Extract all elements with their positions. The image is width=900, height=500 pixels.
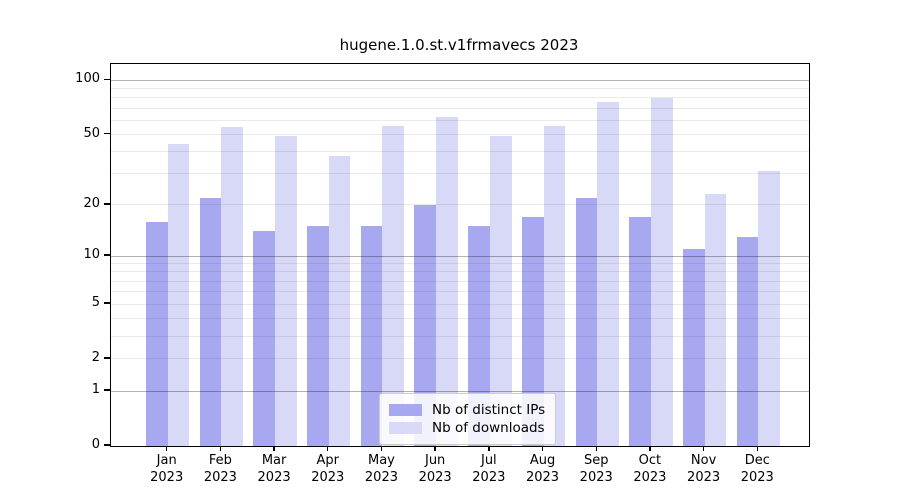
- x-tick-label-may-2023: May 2023: [364, 453, 398, 485]
- y-tick-10: [104, 254, 110, 256]
- bar-nb-of-distinct-ips-jul-2023: [468, 226, 490, 446]
- x-tick-label-oct-2023: Oct 2023: [633, 453, 667, 485]
- x-tick-feb-2023: [219, 446, 222, 451]
- bar-nb-of-downloads-feb-2023: [221, 127, 244, 446]
- y-tick-1: [104, 389, 110, 391]
- bar-nb-of-distinct-ips-nov-2023: [682, 249, 705, 446]
- bar-nb-of-downloads-jul-2023: [489, 136, 512, 446]
- y-tick-label-5: 5: [91, 295, 100, 311]
- y-tick-5: [104, 302, 110, 304]
- legend-swatch-nb-of-downloads: [389, 422, 422, 434]
- y-tick-label-1: 1: [91, 382, 100, 398]
- x-tick-jan-2023: [166, 446, 168, 451]
- x-tick-oct-2023: [649, 446, 651, 451]
- y-tick-label-2: 2: [91, 349, 100, 365]
- bar-nb-of-distinct-ips-aug-2023: [521, 217, 544, 446]
- x-tick-label-jul-2023: Jul 2023: [472, 453, 506, 485]
- bar-nb-of-downloads-may-2023: [382, 125, 405, 446]
- legend-label-nb-of-distinct-ips: Nb of distinct IPs: [432, 402, 546, 418]
- legend-item-nb-of-distinct-ips: Nb of distinct IPs: [389, 402, 545, 418]
- legend: Nb of distinct IPs Nb of downloads: [379, 393, 557, 445]
- bar-nb-of-downloads-oct-2023: [650, 97, 673, 446]
- y-tick-label-0: 0: [91, 437, 100, 452]
- plot-area: Nb of distinct IPs Nb of downloads: [110, 63, 810, 447]
- x-tick-label-dec-2023: Dec 2023: [740, 453, 774, 485]
- bar-nb-of-downloads-aug-2023: [543, 125, 566, 446]
- bar-nb-of-distinct-ips-sep-2023: [575, 197, 598, 446]
- y-tick-2: [104, 357, 110, 359]
- bar-nb-of-distinct-ips-mar-2023: [253, 231, 276, 446]
- bar-nb-of-downloads-nov-2023: [704, 194, 727, 446]
- x-tick-label-aug-2023: Aug 2023: [525, 453, 560, 485]
- x-tick-sep-2023: [595, 446, 597, 451]
- bar-nb-of-downloads-jan-2023: [167, 144, 190, 446]
- bar-nb-of-downloads-sep-2023: [597, 101, 619, 446]
- x-tick-label-jan-2023: Jan 2023: [150, 453, 184, 485]
- bar-nb-of-distinct-ips-may-2023: [360, 226, 383, 446]
- bar-nb-of-downloads-mar-2023: [275, 136, 297, 446]
- x-tick-apr-2023: [327, 446, 329, 451]
- x-tick-may-2023: [380, 446, 383, 451]
- bar-nb-of-downloads-jun-2023: [436, 116, 458, 446]
- legend-item-nb-of-downloads: Nb of downloads: [389, 420, 545, 436]
- bars-layer: [111, 64, 809, 446]
- y-tick-label-20: 20: [83, 195, 100, 211]
- bar-nb-of-distinct-ips-feb-2023: [199, 197, 222, 446]
- x-tick-mar-2023: [273, 446, 275, 451]
- bar-nb-of-distinct-ips-apr-2023: [307, 226, 329, 446]
- legend-label-nb-of-downloads: Nb of downloads: [432, 420, 545, 436]
- x-tick-label-jun-2023: Jun 2023: [418, 453, 452, 485]
- legend-swatch-nb-of-distinct-ips: [389, 404, 422, 416]
- y-tick-label-10: 10: [83, 247, 100, 263]
- x-tick-label-feb-2023: Feb 2023: [203, 453, 237, 485]
- y-tick-100: [104, 78, 110, 81]
- x-tick-dec-2023: [756, 446, 758, 451]
- bar-nb-of-distinct-ips-dec-2023: [736, 236, 759, 446]
- bar-nb-of-distinct-ips-oct-2023: [629, 217, 651, 446]
- y-tick-20: [104, 203, 110, 205]
- y-tick-label-100: 100: [75, 71, 100, 87]
- x-tick-label-apr-2023: Apr 2023: [311, 453, 345, 485]
- y-tick-0: [104, 444, 110, 446]
- x-tick-jun-2023: [434, 446, 436, 451]
- bar-nb-of-downloads-dec-2023: [758, 171, 780, 446]
- bar-nb-of-distinct-ips-jun-2023: [414, 204, 437, 446]
- y-tick-label-50: 50: [83, 125, 100, 141]
- x-tick-aug-2023: [541, 446, 544, 451]
- x-tick-jul-2023: [488, 446, 490, 451]
- x-tick-label-sep-2023: Sep 2023: [579, 453, 613, 485]
- y-tick-50: [104, 132, 110, 135]
- bar-nb-of-distinct-ips-jan-2023: [146, 221, 168, 446]
- x-tick-label-mar-2023: Mar 2023: [257, 453, 291, 485]
- chart-title: hugene.1.0.st.v1frmavecs 2023: [339, 36, 579, 54]
- bar-nb-of-downloads-apr-2023: [328, 155, 351, 446]
- x-tick-nov-2023: [702, 446, 705, 451]
- x-tick-label-nov-2023: Nov 2023: [687, 453, 721, 485]
